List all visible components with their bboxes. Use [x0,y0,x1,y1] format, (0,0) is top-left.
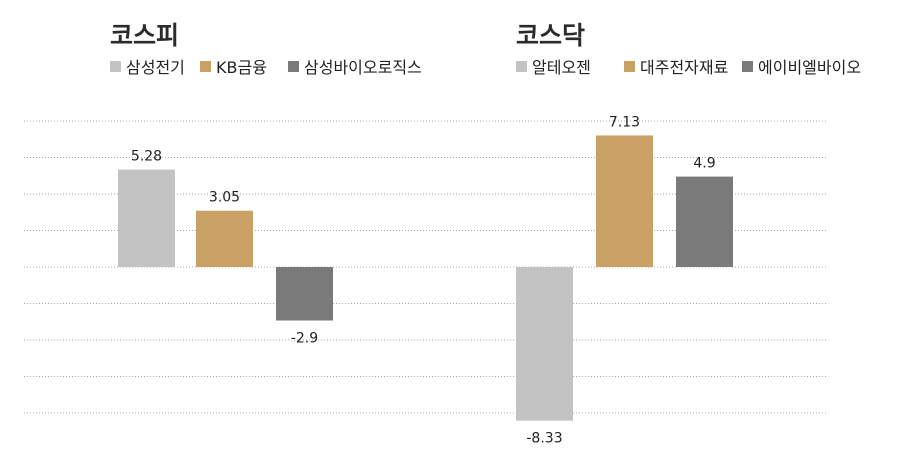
bar-value-label: 7.13 [609,114,640,130]
kosdaq-title: 코스닥 [516,21,585,50]
bar-value-label: 5.28 [131,149,162,165]
legend-label: 대주전자재료 [640,58,728,77]
legend-label: 에이비엘바이오 [758,58,861,77]
bar-value-label: -2.9 [291,331,318,347]
bar [516,267,573,421]
bar-value-label: 4.9 [693,156,715,172]
legend-swatch [742,61,753,72]
legend-label: KB금융 [216,58,267,77]
legend-label: 삼성전기 [126,58,185,77]
bar-value-label: 3.05 [209,190,240,206]
kospi-title: 코스피 [110,21,179,50]
bar [596,135,653,267]
legend-label: 알테오젠 [532,58,591,77]
legend-swatch [516,61,527,72]
kospi-bars: 5.28 3.05 -2.9 [118,149,333,347]
bar [276,267,333,321]
kospi-panel: 코스피 삼성전기 KB금융 삼성바이오로직스 5.28 3.05 -2.9 [110,21,422,347]
bar [676,176,733,267]
legend-swatch [110,61,121,72]
bar [118,169,175,267]
legend-swatch [200,61,211,72]
kospi-legend: 삼성전기 KB금융 삼성바이오로직스 [110,58,422,77]
kosdaq-panel: 코스닥 알테오젠 대주전자재료 에이비엘바이오 -8.33 7.13 4.9 [516,21,861,447]
bar [196,210,253,267]
kosdaq-bars: -8.33 7.13 4.9 [516,114,733,447]
legend-swatch [288,61,299,72]
bar-value-label: -8.33 [526,431,562,447]
legend-swatch [624,61,635,72]
legend-label: 삼성바이오로직스 [304,58,422,77]
kosdaq-legend: 알테오젠 대주전자재료 에이비엘바이오 [516,58,861,77]
